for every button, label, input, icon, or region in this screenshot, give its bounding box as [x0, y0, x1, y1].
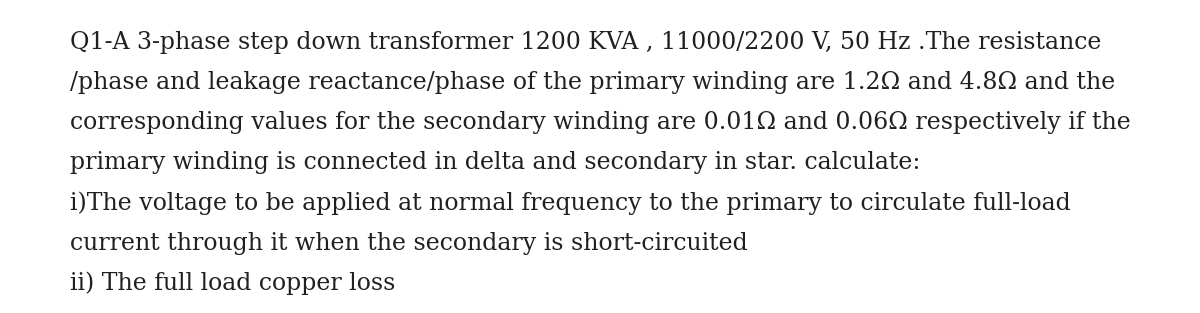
- Text: Q1-A 3-phase step down transformer 1200 KVA , 11000/2200 V, 50 Hz .The resistanc: Q1-A 3-phase step down transformer 1200 …: [70, 31, 1100, 54]
- Text: ii) The full load copper loss: ii) The full load copper loss: [70, 272, 395, 295]
- Text: corresponding values for the secondary winding are 0.01Ω and 0.06Ω respectively : corresponding values for the secondary w…: [70, 111, 1130, 134]
- Text: /phase and leakage reactance/phase of the primary winding are 1.2Ω and 4.8Ω and : /phase and leakage reactance/phase of th…: [70, 71, 1115, 94]
- Text: current through it when the secondary is short-circuited: current through it when the secondary is…: [70, 232, 748, 254]
- Text: primary winding is connected in delta and secondary in star. calculate:: primary winding is connected in delta an…: [70, 151, 920, 174]
- Text: i)The voltage to be applied at normal frequency to the primary to circulate full: i)The voltage to be applied at normal fr…: [70, 192, 1070, 215]
